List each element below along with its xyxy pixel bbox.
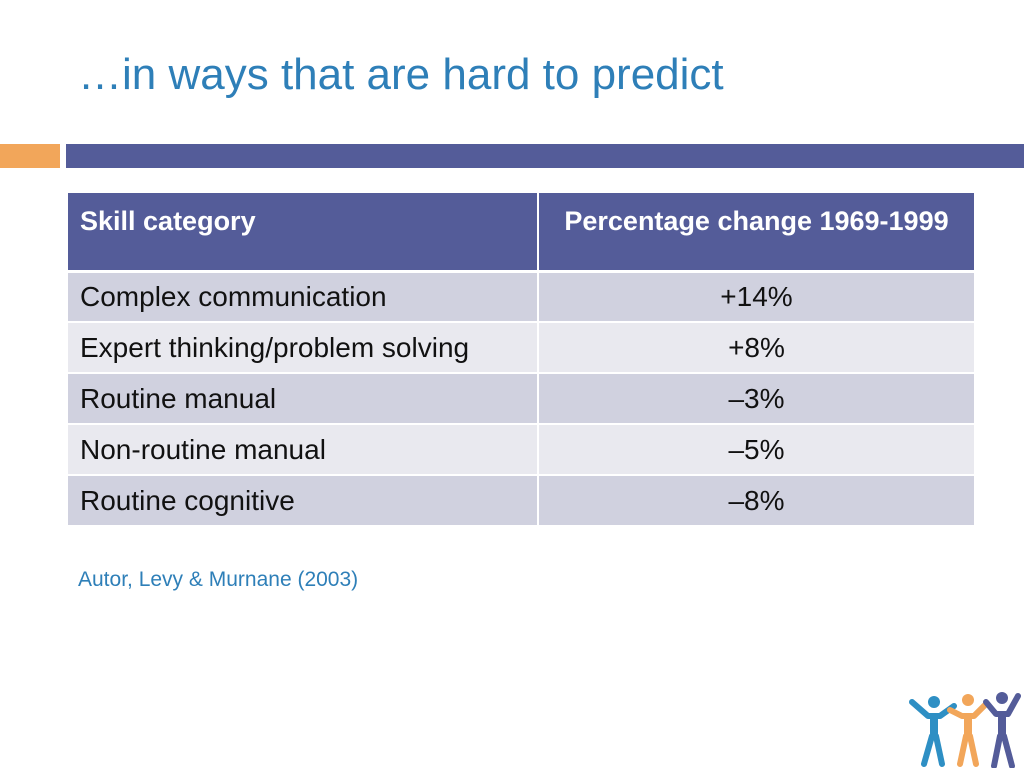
cell-change: –5%: [538, 424, 974, 476]
cell-skill: Routine manual: [68, 373, 539, 425]
cell-skill: Non-routine manual: [68, 424, 539, 476]
table-row: Expert thinking/problem solving +8%: [68, 322, 974, 374]
people-group-logo-icon: [906, 690, 1024, 768]
cell-skill: Routine cognitive: [68, 475, 539, 527]
header-skill-category: Skill category: [68, 193, 539, 273]
table-row: Routine cognitive –8%: [68, 475, 974, 527]
table-row: Complex communication +14%: [68, 271, 974, 323]
cell-change: –3%: [538, 373, 974, 425]
table-header-row: Skill category Percentage change 1969-19…: [68, 193, 974, 273]
source-citation: Autor, Levy & Murnane (2003): [78, 568, 359, 591]
slide-title: …in ways that are hard to predict: [78, 50, 724, 99]
header-percentage-change: Percentage change 1969-1999: [538, 193, 974, 273]
accent-bar-blue: [66, 144, 1024, 168]
table-row: Non-routine manual –5%: [68, 424, 974, 476]
person-blue-icon: [909, 696, 957, 767]
cell-skill: Complex communication: [68, 271, 539, 323]
table-row: Routine manual –3%: [68, 373, 974, 425]
person-orange-icon: [947, 694, 989, 767]
accent-bar-orange: [0, 144, 60, 168]
cell-change: +8%: [538, 322, 974, 374]
cell-change: +14%: [538, 271, 974, 323]
cell-change: –8%: [538, 475, 974, 527]
cell-skill: Expert thinking/problem solving: [68, 322, 539, 374]
skills-table: Skill category Percentage change 1969-19…: [68, 193, 974, 527]
person-purple-icon: [983, 692, 1021, 768]
